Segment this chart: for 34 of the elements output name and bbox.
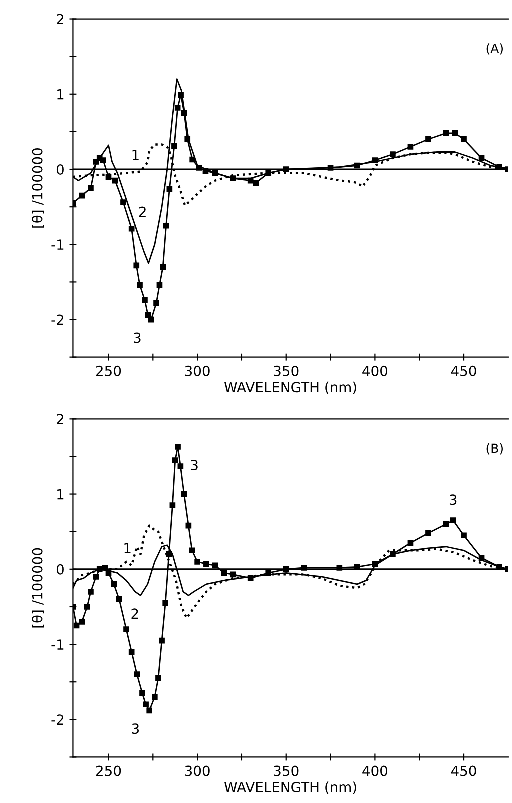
x-axis-title: WAVELENGTH (nm) (224, 382, 356, 394)
y-tick-label: -1 (52, 240, 64, 250)
annotation: 3 (134, 332, 141, 344)
y-tick-label: -2 (52, 714, 64, 725)
x-tick-label: 400 (362, 766, 388, 776)
x-tick-label: 300 (185, 766, 210, 776)
annotation: 1 (132, 150, 139, 160)
annotation: 3 (450, 494, 457, 506)
x-tick-label: 450 (451, 766, 476, 776)
annotation: 3 (132, 724, 140, 734)
y-tick-label: -2 (52, 314, 64, 326)
annotation: 1 (124, 543, 131, 554)
y-tick-label: 1 (58, 489, 64, 500)
x-axis-title: WAVELENGTH (nm) (224, 782, 356, 794)
y-axis-title: [θ] /100000 (32, 548, 44, 628)
x-tick-label: 250 (96, 366, 122, 376)
y-tick-label: 0 (56, 564, 64, 575)
y-tick-label: 1 (58, 90, 64, 100)
x-tick-label: 450 (451, 366, 476, 376)
annotation: (B) (486, 444, 503, 455)
y-tick-label: -1 (52, 640, 64, 650)
annotation: 2 (139, 206, 146, 218)
annotation: (A) (486, 44, 503, 55)
x-tick-label: 400 (362, 366, 388, 376)
annotation: 3 (191, 460, 198, 471)
y-tick-label: 2 (57, 14, 64, 25)
annotation: 2 (132, 608, 138, 619)
x-tick-label: 250 (96, 766, 122, 776)
y-tick-label: 0 (56, 164, 64, 175)
x-tick-label: 300 (185, 366, 210, 376)
x-tick-label: 350 (274, 366, 299, 376)
x-tick-label: 350 (274, 766, 299, 776)
y-axis-title: [θ] /100000 (32, 148, 44, 228)
y-tick-label: 2 (57, 414, 64, 424)
